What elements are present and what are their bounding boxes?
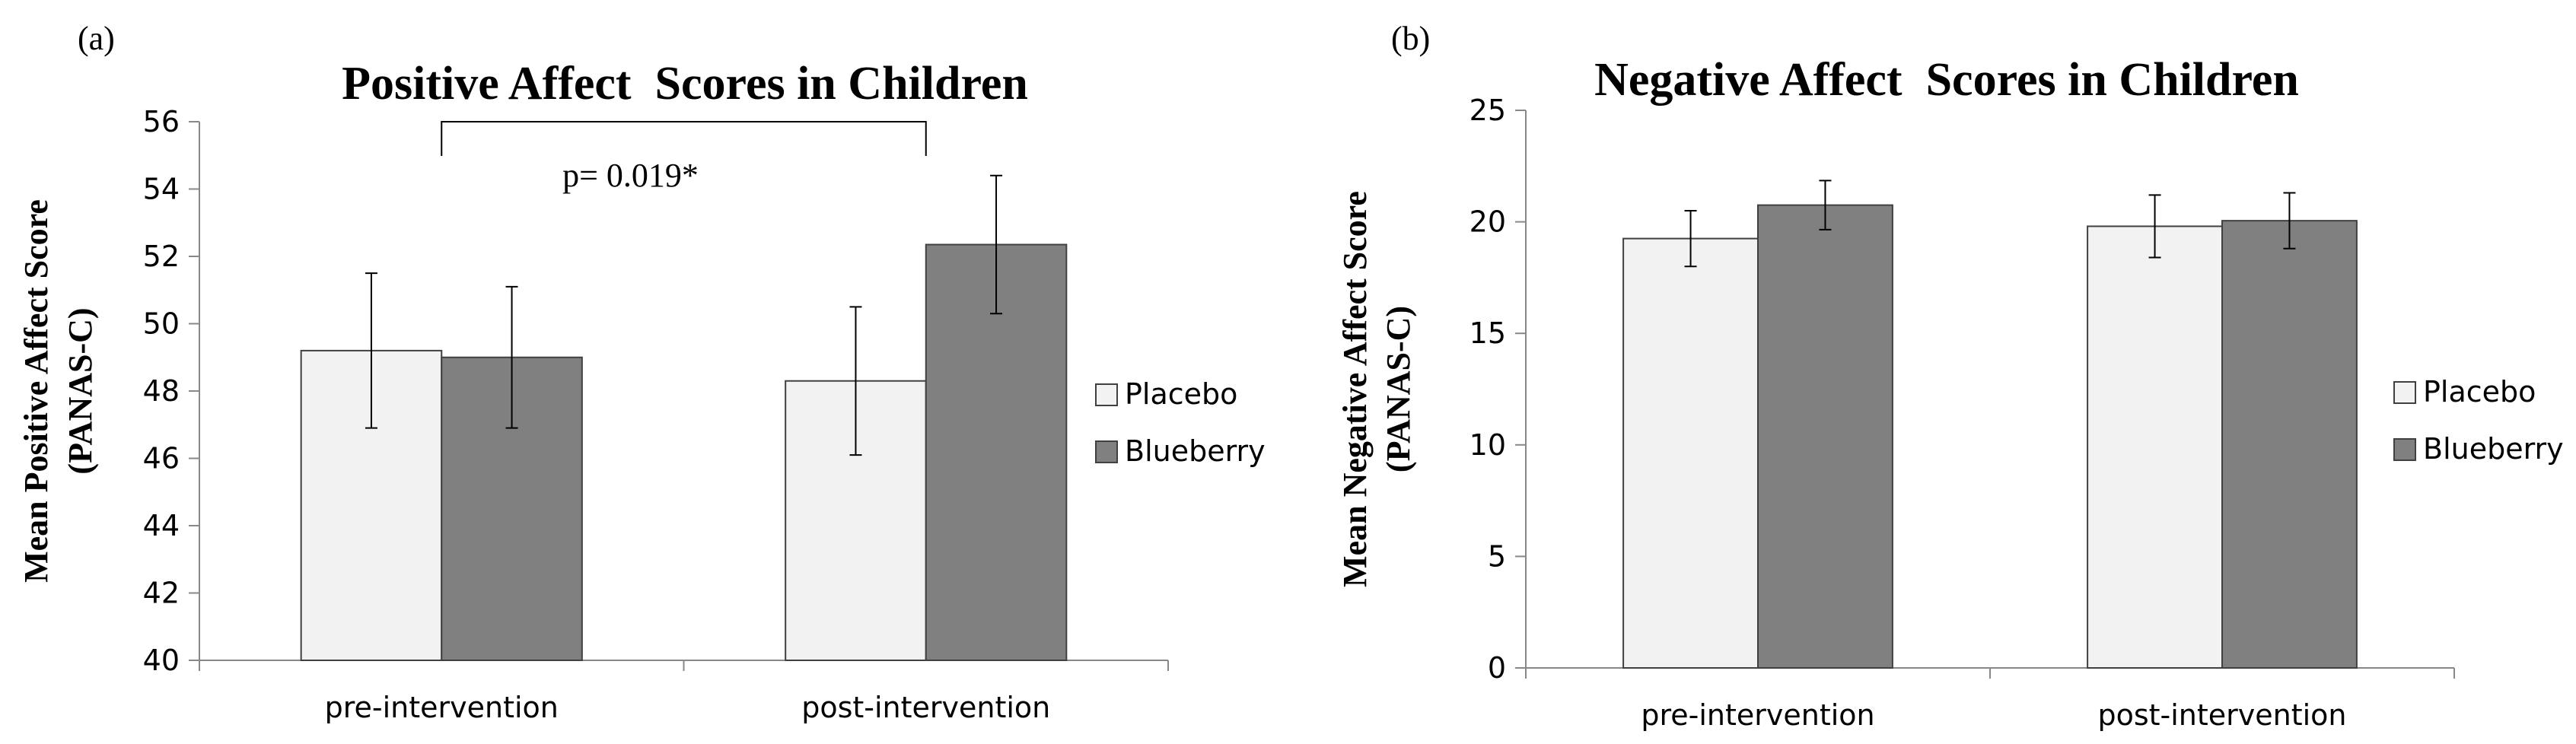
y-tick-label: 40 [143, 644, 180, 677]
panel-b-negative-affect-chart: (b) Negative Affect Scores in Children Mea… [1336, 20, 2564, 732]
legend-label-blueberry: Blueberry [1125, 434, 1266, 468]
y-tick-label: 54 [143, 173, 180, 206]
x-tick-label: pre-intervention [325, 691, 559, 724]
bar-blueberry-pre-intervention [1757, 204, 1893, 669]
y-tick-label: 10 [1469, 428, 1506, 462]
panel-label: (a) [78, 20, 115, 57]
y-tick-label: 0 [1488, 651, 1506, 685]
y-tick-label: 48 [143, 374, 180, 408]
y-axis-title-line2: (PANAS-C) [62, 307, 99, 474]
x-tick-label: post-intervention [801, 691, 1050, 724]
bar-placebo-post-intervention [2087, 225, 2224, 669]
bar-placebo-pre-intervention [1622, 237, 1759, 669]
panel-label: (b) [1391, 20, 1430, 57]
y-axis-title-line2: (PANAS-C) [1380, 306, 1417, 472]
legend-label-blueberry: Blueberry [2423, 432, 2564, 466]
legend-swatch-blueberry [2393, 438, 2416, 461]
x-tick-label: pre-intervention [1641, 698, 1874, 732]
legend-swatch-placebo [2393, 381, 2416, 404]
y-tick-label: 5 [1488, 539, 1506, 573]
y-tick-label: 56 [143, 105, 180, 138]
y-tick-label: 44 [143, 509, 180, 542]
x-tick-label: post-intervention [2097, 698, 2346, 732]
y-axis-title-line1: Mean Negative Affect Score [1336, 191, 1374, 587]
legend-swatch-blueberry [1095, 440, 1118, 463]
legend-label-placebo: Placebo [2423, 375, 2536, 409]
legend-label-placebo: Placebo [1125, 377, 1237, 411]
significance-bracket [441, 121, 927, 156]
panel-a-positive-affect-chart: (a) Positive Affect Scores in Children Mea… [18, 20, 1266, 724]
y-tick-label: 20 [1469, 205, 1506, 239]
y-tick-label: 15 [1469, 316, 1506, 350]
y-tick-label: 25 [1469, 94, 1506, 127]
legend-swatch-placebo [1095, 383, 1118, 406]
y-axis-title-line1: Mean Positive Affect Score [18, 199, 55, 583]
y-tick-label: 52 [143, 240, 180, 273]
bar-blueberry-post-intervention [2221, 220, 2358, 669]
chart-title: Positive Affect Scores in Children [342, 58, 1028, 110]
y-tick-label: 46 [143, 442, 180, 475]
chart-title: Negative Affect Scores in Children [1594, 54, 2299, 106]
y-tick-label: 42 [143, 577, 180, 610]
p-value-annotation: p= 0.019* [562, 157, 699, 194]
y-tick-label: 50 [143, 307, 180, 341]
